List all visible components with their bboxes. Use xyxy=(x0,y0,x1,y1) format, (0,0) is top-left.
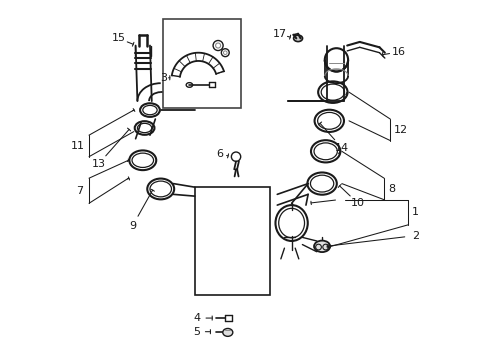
Text: 11: 11 xyxy=(71,141,85,151)
Bar xyxy=(195,187,270,295)
Text: 6: 6 xyxy=(217,149,223,159)
Ellipse shape xyxy=(314,240,330,252)
Text: 2: 2 xyxy=(412,231,419,240)
Text: 9: 9 xyxy=(129,221,136,230)
Text: 14: 14 xyxy=(335,143,349,153)
Text: 13: 13 xyxy=(92,159,106,169)
Ellipse shape xyxy=(223,328,233,336)
Text: 12: 12 xyxy=(394,125,408,135)
Text: 4: 4 xyxy=(193,313,200,323)
Text: 16: 16 xyxy=(392,47,406,57)
Text: 1: 1 xyxy=(412,207,419,217)
Text: 17: 17 xyxy=(273,30,287,39)
Text: 8: 8 xyxy=(389,184,395,194)
Text: 5: 5 xyxy=(193,327,200,337)
Text: 15: 15 xyxy=(111,33,125,43)
Text: 7: 7 xyxy=(76,186,84,196)
Ellipse shape xyxy=(294,35,302,41)
Bar xyxy=(163,19,242,108)
Text: 10: 10 xyxy=(351,198,365,208)
Text: 3: 3 xyxy=(160,73,167,83)
